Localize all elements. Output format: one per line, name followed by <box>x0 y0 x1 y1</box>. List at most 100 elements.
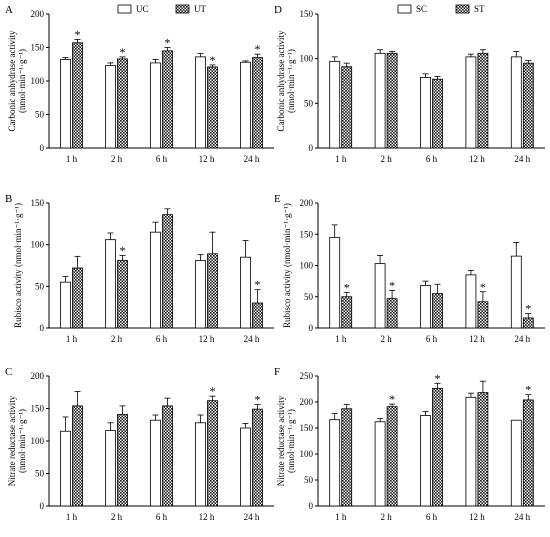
panel-e-bar <box>522 317 534 329</box>
panel-d-y-tick-label: 150 <box>300 9 314 19</box>
panel-f-bar <box>329 419 341 507</box>
panel-a-significance-marker: * <box>165 36 171 50</box>
legend-label-st: ST <box>474 4 485 14</box>
legend-label-sc: SC <box>416 4 427 14</box>
panel-b-bar <box>162 214 173 329</box>
panel-d-y-tick-label: 50 <box>304 98 314 108</box>
panel-f-x-tick-label: 12 h <box>469 512 485 522</box>
panel-c-y-tick-label: 150 <box>31 404 45 414</box>
panel-f-significance-marker: * <box>525 383 531 397</box>
panel-e-significance-marker: * <box>480 280 486 294</box>
legend-swatch-sc <box>397 4 412 14</box>
panel-d-x-tick-label: 12 h <box>469 154 485 164</box>
panel-e-bar <box>465 274 477 329</box>
panel-a-bar <box>105 65 116 149</box>
panel-f-bar <box>465 396 477 507</box>
panel-c-bar <box>252 408 263 507</box>
panel-e-y-tick-label: 0 <box>309 323 314 333</box>
panel-d-x-tick-label: 1 h <box>335 154 347 164</box>
panel-a-y-tick-label: 100 <box>31 76 45 86</box>
panel-f-bar <box>386 406 398 507</box>
panel-e-x-tick-label: 1 h <box>335 334 347 344</box>
panel-e-significance-marker: * <box>344 280 350 294</box>
legend-swatch-st <box>455 4 470 14</box>
panel-d-letter: D <box>274 4 282 16</box>
panel-a-significance-marker: * <box>255 42 261 56</box>
panel-f-y-tick-label: 150 <box>300 423 314 433</box>
panel-a-x-tick-label: 12 h <box>199 154 215 164</box>
panel-e-bar <box>374 263 386 329</box>
panel-d-y-tick-label: 100 <box>300 54 314 64</box>
panel-b-ylabel: Rubisco activity (nmol·min⁻¹·g⁻¹) <box>13 203 23 328</box>
panel-c-significance-marker: * <box>210 384 216 398</box>
panel-b-x-tick-label: 1 h <box>66 334 78 344</box>
panel-e-y-tick-label: 200 <box>300 198 314 208</box>
panel-c-x-tick-label: 24 h <box>244 512 260 522</box>
panel-d-x-tick-label: 6 h <box>426 154 438 164</box>
panel-a-bar <box>150 62 161 149</box>
panel-c-bar <box>105 430 116 507</box>
panel-c-y-tick-label: 0 <box>40 501 45 511</box>
panel-f-ylabel-unit: (nmol·min⁻¹·g⁻¹) <box>286 409 296 473</box>
panel-a-significance-marker: * <box>75 27 81 41</box>
panel-e-x-tick-label: 2 h <box>380 334 392 344</box>
panel-b-significance-marker: * <box>255 278 261 292</box>
panel-c-bar <box>195 422 206 507</box>
panel-c-y-tick-label: 50 <box>35 469 45 479</box>
panel-c-ylabel-unit: (nmol·min⁻¹·g⁻¹) <box>17 409 27 473</box>
panel-d-bar <box>386 52 398 149</box>
panel-b-x-tick-label: 24 h <box>244 334 260 344</box>
panel-a-ylabel: Carbonic anhydrase activity <box>7 30 17 131</box>
panel-b-bar <box>252 302 263 329</box>
legend-label-ut: UT <box>194 4 206 14</box>
panel-d-bar <box>477 52 489 149</box>
panel-e-x-tick-label: 24 h <box>514 334 530 344</box>
panel-a-x-tick-label: 1 h <box>66 154 78 164</box>
panel-f-y-tick-label: 200 <box>300 397 314 407</box>
panel-d-bar <box>510 56 522 149</box>
panel-f-y-tick-label: 0 <box>309 501 314 511</box>
panel-b-significance-marker: * <box>120 244 126 258</box>
legend-swatch-ut <box>175 4 190 14</box>
panel-c-x-tick-label: 12 h <box>199 512 215 522</box>
panel-b-x-tick-label: 6 h <box>156 334 168 344</box>
panel-a-bar <box>117 58 128 149</box>
panel-d-ylabel-unit: (nmol·min⁻¹·g⁻¹) <box>286 49 296 113</box>
panel-b-bar <box>240 256 251 329</box>
panel-a-y-tick-label: 200 <box>31 9 45 19</box>
panel-a-ylabel-unit: (nmol·min⁻¹·g⁻¹) <box>17 49 27 113</box>
panel-c-x-tick-label: 6 h <box>156 512 168 522</box>
panel-f-letter: F <box>274 366 280 378</box>
panel-a-y-tick-label: 150 <box>31 43 45 53</box>
panel-e-y-tick-label: 150 <box>300 229 314 239</box>
panel-f-bar <box>510 419 522 507</box>
panel-c-ylabel: Nitrate reductase activity <box>7 395 17 486</box>
panel-a-bar <box>60 59 71 149</box>
panel-e-significance-marker: * <box>389 279 395 293</box>
panel-c-bar <box>150 419 161 507</box>
panel-d-bar <box>341 66 353 149</box>
panel-b-bar <box>195 260 206 329</box>
panel-e-ylabel: Rubisco activity (nmol·min⁻¹·g⁻¹) <box>282 203 292 328</box>
panel-b-bar <box>60 281 71 329</box>
legend-swatch-uc <box>117 4 132 14</box>
panel-e-y-tick-label: 100 <box>300 261 314 271</box>
panel-d-bar <box>374 52 386 149</box>
panel-c-y-tick-label: 100 <box>31 436 45 446</box>
panel-c-bar <box>240 427 251 507</box>
panel-a-bar <box>207 66 218 149</box>
panel-f-bar <box>432 388 443 507</box>
panel-c-letter: C <box>5 366 12 378</box>
panel-c-bar <box>72 405 83 507</box>
panel-e-y-tick-label: 50 <box>304 292 314 302</box>
panel-d-bar <box>522 62 534 149</box>
panel-e-bar <box>477 301 489 329</box>
panel-e-significance-marker: * <box>525 302 531 316</box>
panel-c-bar <box>60 430 71 507</box>
panel-c-x-tick-label: 1 h <box>66 512 78 522</box>
panel-f-x-tick-label: 2 h <box>380 512 392 522</box>
panel-f-x-tick-label: 1 h <box>335 512 347 522</box>
panel-e-letter: E <box>274 193 281 205</box>
panel-f-bar <box>522 399 534 507</box>
